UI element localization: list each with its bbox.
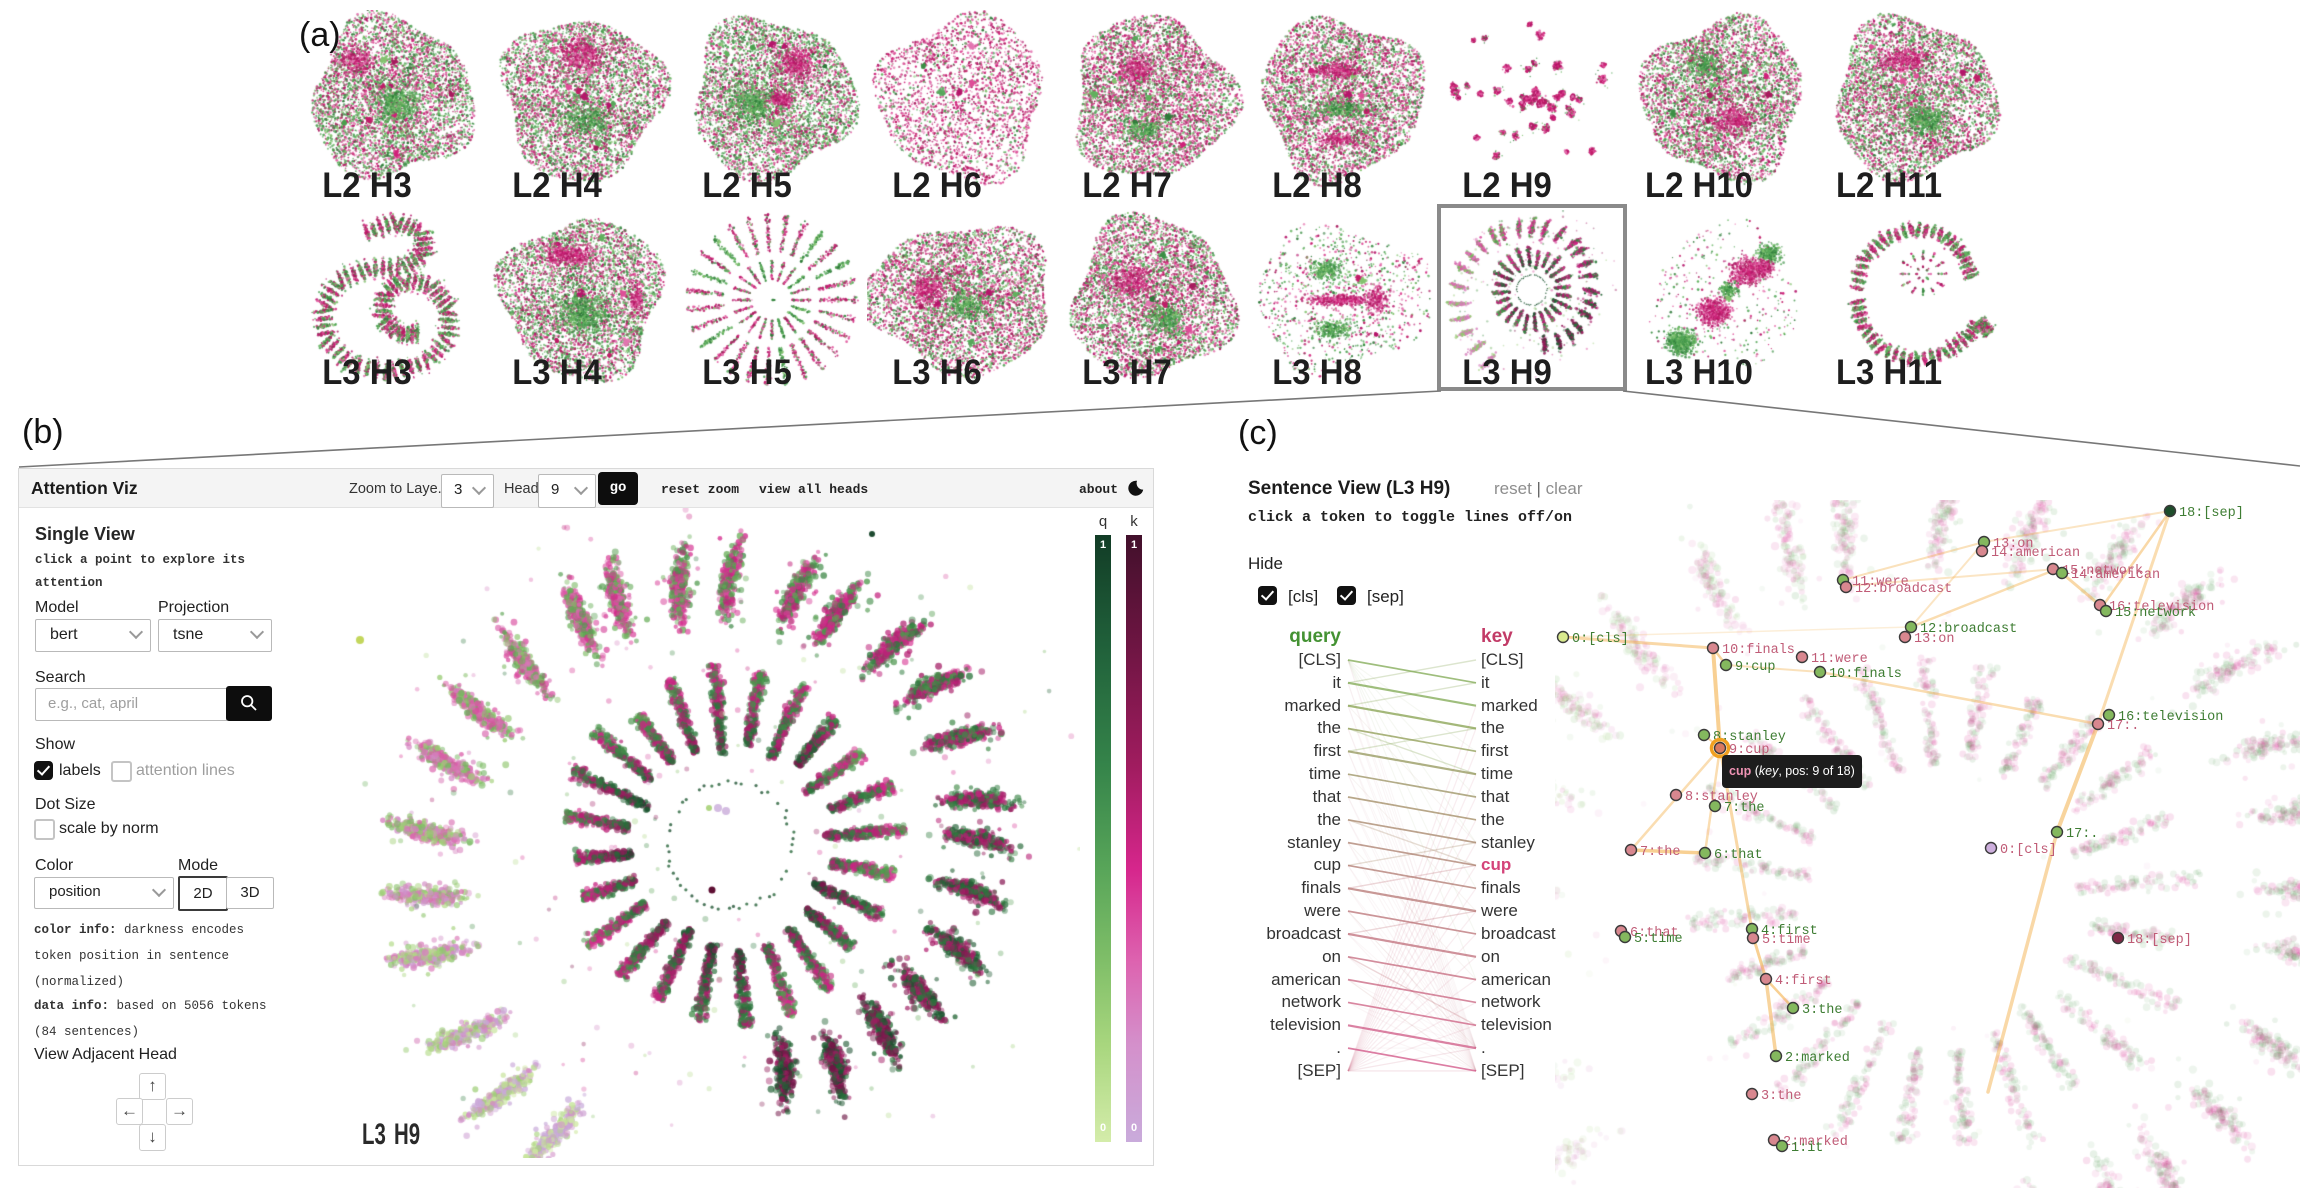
svg-text:7:the: 7:the — [1724, 801, 1765, 816]
svg-text:9:cup: 9:cup — [1735, 660, 1776, 675]
svg-text:8:stanley: 8:stanley — [1685, 790, 1758, 805]
svg-text:17:.: 17:. — [2107, 719, 2139, 734]
svg-text:9:cup: 9:cup — [1729, 743, 1770, 758]
svg-text:2:marked: 2:marked — [1785, 1051, 1850, 1066]
svg-text:13:on: 13:on — [1993, 537, 2034, 552]
svg-text:16:television: 16:television — [2118, 710, 2223, 725]
svg-text:14:american: 14:american — [1991, 546, 2080, 561]
svg-text:2:marked: 2:marked — [1783, 1135, 1848, 1150]
svg-text:14:american: 14:american — [2071, 568, 2160, 583]
svg-text:18:[sep]: 18:[sep] — [2127, 933, 2192, 948]
svg-text:6:that: 6:that — [1630, 926, 1679, 941]
svg-text:3:the: 3:the — [1761, 1089, 1802, 1104]
svg-text:0:[cls]: 0:[cls] — [1572, 632, 1629, 647]
svg-text:6:that: 6:that — [1714, 848, 1763, 863]
svg-text:16:television: 16:television — [2109, 600, 2214, 615]
svg-text:15:network: 15:network — [2062, 564, 2143, 579]
svg-text:3:the: 3:the — [1802, 1003, 1843, 1018]
svg-text:4:first: 4:first — [1761, 924, 1818, 939]
svg-text:11:were: 11:were — [1811, 652, 1868, 667]
svg-text:11:were: 11:were — [1852, 575, 1909, 590]
svg-text:0:[cls]: 0:[cls] — [2000, 843, 2057, 858]
svg-text:12:broadcast: 12:broadcast — [1920, 622, 2017, 637]
svg-text:13:on: 13:on — [1914, 632, 1955, 647]
svg-text:15:network: 15:network — [2115, 606, 2196, 621]
svg-text:10:finals: 10:finals — [1829, 667, 1902, 682]
svg-text:10:finals: 10:finals — [1722, 643, 1795, 658]
svg-text:12:broadcast: 12:broadcast — [1855, 582, 1952, 597]
svg-text:4:first: 4:first — [1775, 974, 1832, 989]
svg-text:8:stanley: 8:stanley — [1713, 730, 1786, 745]
svg-text:1:it: 1:it — [1791, 1141, 1823, 1156]
svg-text:5:time: 5:time — [1762, 933, 1811, 948]
svg-text:17:.: 17:. — [2066, 827, 2098, 842]
svg-text:7:the: 7:the — [1640, 845, 1681, 860]
svg-text:5:time: 5:time — [1634, 932, 1683, 947]
svg-text:18:[sep]: 18:[sep] — [2179, 506, 2244, 521]
